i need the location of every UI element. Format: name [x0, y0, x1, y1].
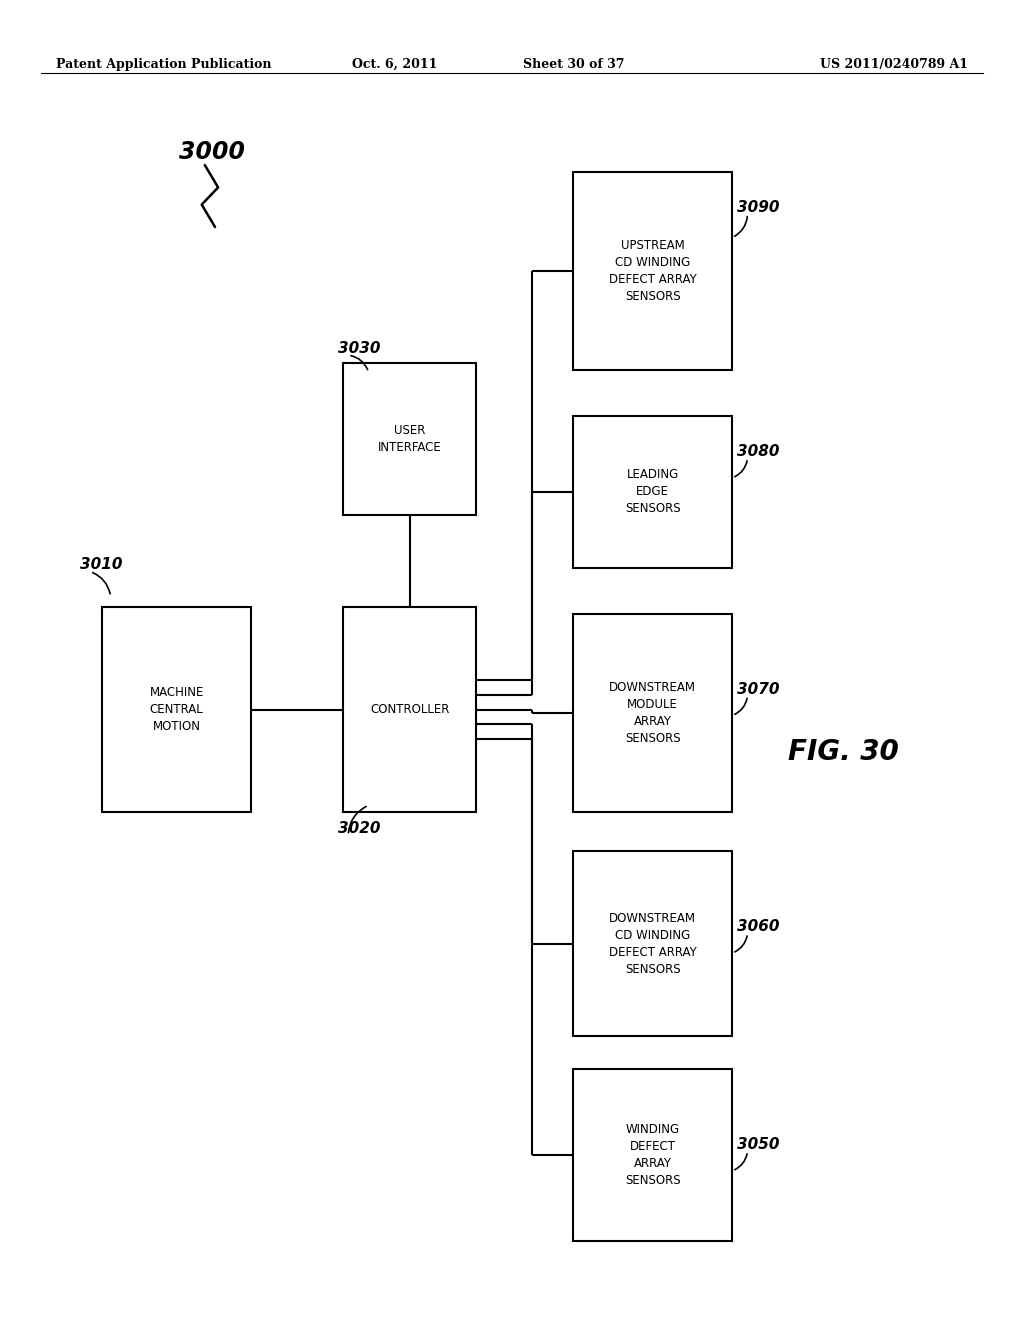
FancyBboxPatch shape: [573, 1069, 732, 1241]
FancyBboxPatch shape: [573, 614, 732, 812]
Text: 3060: 3060: [737, 919, 780, 935]
Text: Oct. 6, 2011: Oct. 6, 2011: [351, 58, 437, 71]
Text: 3050: 3050: [737, 1137, 780, 1152]
Text: DOWNSTREAM
MODULE
ARRAY
SENSORS: DOWNSTREAM MODULE ARRAY SENSORS: [609, 681, 696, 744]
FancyBboxPatch shape: [573, 172, 732, 370]
Text: US 2011/0240789 A1: US 2011/0240789 A1: [819, 58, 968, 71]
FancyBboxPatch shape: [573, 851, 732, 1036]
Text: LEADING
EDGE
SENSORS: LEADING EDGE SENSORS: [625, 469, 681, 515]
FancyBboxPatch shape: [102, 607, 251, 812]
Text: USER
INTERFACE: USER INTERFACE: [378, 424, 441, 454]
Text: Patent Application Publication: Patent Application Publication: [56, 58, 271, 71]
Text: 3070: 3070: [737, 681, 780, 697]
Text: UPSTREAM
CD WINDING
DEFECT ARRAY
SENSORS: UPSTREAM CD WINDING DEFECT ARRAY SENSORS: [609, 239, 696, 302]
Text: 3030: 3030: [338, 341, 381, 356]
Text: 3010: 3010: [80, 557, 123, 573]
FancyBboxPatch shape: [573, 416, 732, 568]
Text: 3000: 3000: [179, 140, 245, 164]
Text: 3020: 3020: [338, 821, 381, 837]
Text: DOWNSTREAM
CD WINDING
DEFECT ARRAY
SENSORS: DOWNSTREAM CD WINDING DEFECT ARRAY SENSO…: [609, 912, 696, 975]
FancyBboxPatch shape: [343, 363, 476, 515]
Text: FIG. 30: FIG. 30: [788, 738, 899, 767]
Text: CONTROLLER: CONTROLLER: [370, 704, 450, 715]
Text: Sheet 30 of 37: Sheet 30 of 37: [522, 58, 625, 71]
Text: 3090: 3090: [737, 199, 780, 215]
Text: MACHINE
CENTRAL
MOTION: MACHINE CENTRAL MOTION: [150, 686, 204, 733]
FancyBboxPatch shape: [343, 607, 476, 812]
Text: 3080: 3080: [737, 444, 780, 459]
Text: WINDING
DEFECT
ARRAY
SENSORS: WINDING DEFECT ARRAY SENSORS: [625, 1123, 681, 1187]
